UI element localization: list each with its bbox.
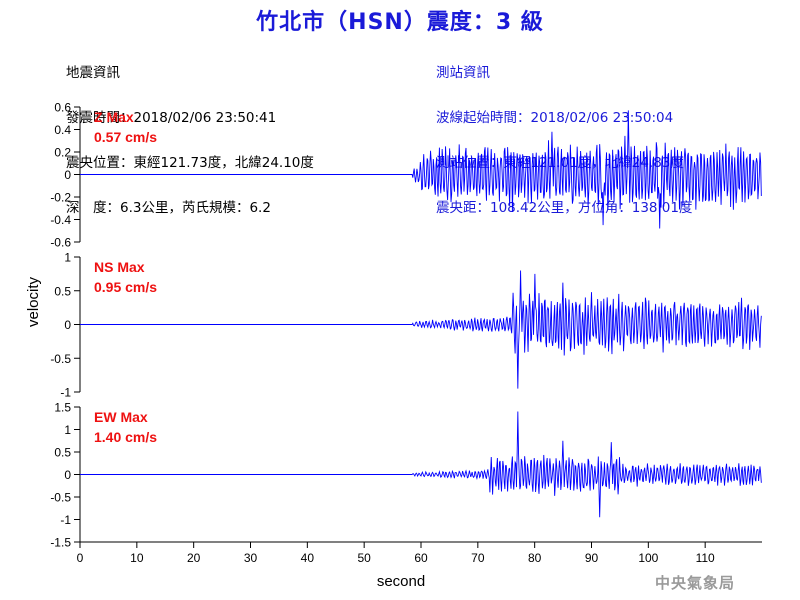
y-tick-label: 1 [64, 423, 71, 437]
y-tick-label: 0.5 [54, 284, 71, 298]
y-tick-label: 0.2 [54, 146, 71, 160]
max-value: 0.95 cm/s [94, 279, 157, 295]
x-tick-label: 40 [301, 551, 315, 565]
panel-ns: 1 0.5 0 -0.5 -1 NS Max 0.95 cm/s [50, 251, 762, 400]
epicenter-location: 震央位置：東經121.73度，北緯24.10度 [66, 155, 314, 171]
depth-magnitude: 深 度：6.3公里，芮氏規模：6.2 [66, 200, 271, 216]
x-tick-label: 60 [414, 551, 428, 565]
y-tick-label: -0.2 [50, 191, 71, 205]
distance-azimuth: 震央距：108.42公里，方位角：138.01度 [436, 200, 693, 216]
max-label: Z Max [94, 109, 134, 125]
x-tick-label: 30 [244, 551, 258, 565]
x-tick-label: 80 [528, 551, 542, 565]
y-tick-label: 1.5 [54, 401, 71, 415]
x-axis-label: second [377, 573, 425, 590]
origin-time: 發震時間：2018/02/06 23:50:41 [66, 110, 277, 126]
earthquake-info-heading: 地震資訊 [66, 65, 120, 81]
panel-z: 0.6 0.4 0.2 0 -0.2 -0.4 -0.6 Z Max 0.57 cm/s [50, 101, 762, 250]
x-tick-label: 50 [357, 551, 371, 565]
y-tick-label: -0.6 [50, 236, 71, 250]
y-tick-label: 0 [64, 168, 71, 182]
y-tick-label: 0 [64, 318, 71, 332]
y-tick-label: 0.5 [54, 446, 71, 460]
x-tick-label: 100 [638, 551, 658, 565]
y-tick-label: -0.5 [50, 352, 71, 366]
x-tick-label: 110 [696, 551, 715, 565]
x-tick-label: 10 [130, 551, 144, 565]
earthquake-info: 地震資訊 發震時間：2018/02/06 23:50:41 震央位置：東經121… [66, 36, 314, 246]
waveform-trace-z [80, 110, 762, 229]
y-tick-label: -0.5 [50, 491, 71, 505]
waveform-trace-ns [80, 270, 762, 389]
y-tick-label: -1 [60, 513, 71, 527]
max-label: EW Max [94, 409, 148, 425]
waveform-trace-ew [80, 411, 762, 518]
agency-watermark: 中央氣象局 [655, 574, 736, 592]
page-title: 竹北市（HSN）震度：3 級 [256, 10, 544, 35]
y-tick-label: -1.5 [50, 536, 71, 550]
y-tick-label: -1 [60, 386, 71, 400]
max-value: 0.57 cm/s [94, 129, 157, 145]
y-tick-label: 0.6 [54, 101, 71, 115]
max-value: 1.40 cm/s [94, 429, 157, 445]
y-tick-label: 0.4 [54, 123, 71, 137]
x-tick-label: 20 [187, 551, 201, 565]
y-tick-label: 1 [64, 251, 71, 265]
max-label: NS Max [94, 259, 145, 275]
x-tick-label: 90 [585, 551, 599, 565]
x-tick-label: 70 [471, 551, 485, 565]
y-axis-label: velocity [25, 276, 42, 327]
y-tick-label: -0.4 [50, 213, 71, 227]
y-tick-label: 0 [64, 468, 71, 482]
station-info-heading: 測站資訊 [436, 65, 490, 81]
panel-ew: 1.5 1 0.5 0 -0.5 -1 -1.5 EW Max 1.40 cm/s [50, 401, 762, 550]
x-tick-label: 0 [77, 551, 84, 565]
